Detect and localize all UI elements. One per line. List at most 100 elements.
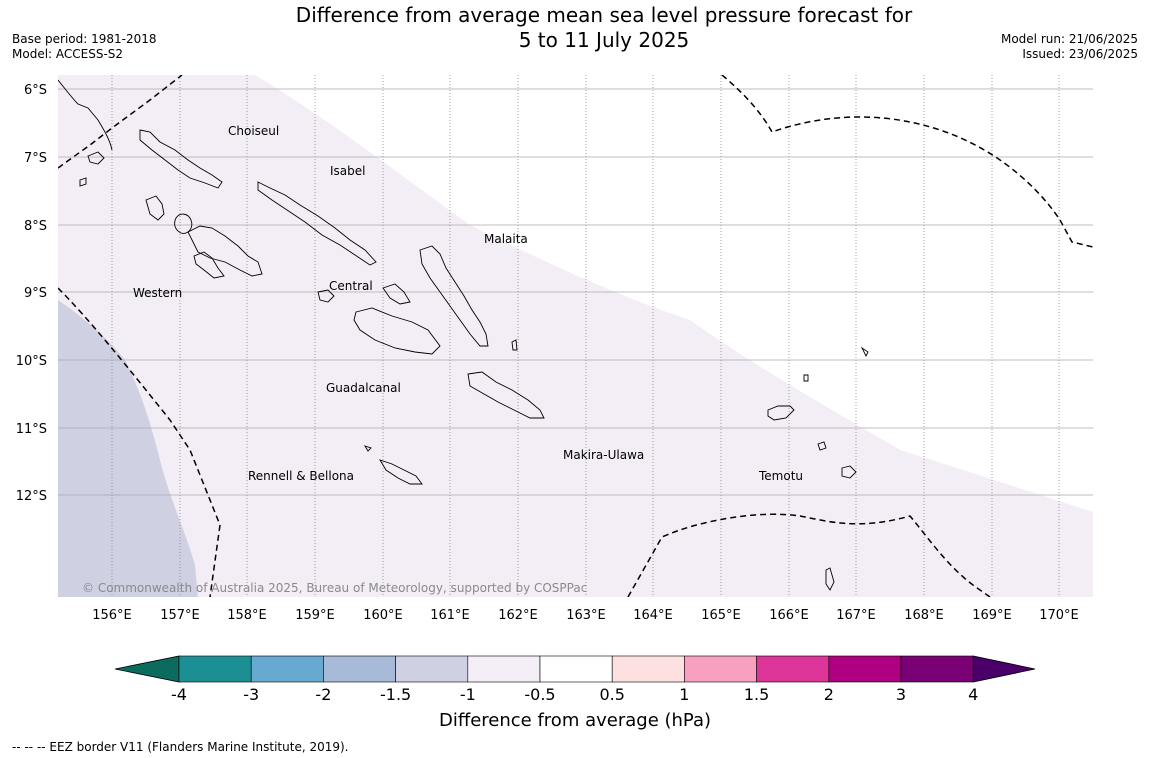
- latitude-labels: 6°S 7°S 8°S 9°S 10°S 11°S 12°S: [16, 83, 47, 504]
- island-malaita: [419, 245, 489, 347]
- lon-label-170e: 170°E: [1039, 608, 1079, 623]
- island-rendova: [193, 251, 225, 279]
- island-small-7: [363, 445, 372, 452]
- island-small-3: [825, 567, 835, 591]
- label-temotu: Temotu: [758, 469, 803, 483]
- model-run: Model run: 21/06/2025: [1000, 32, 1138, 46]
- meta-left: Base period: 1981-2018 Model: ACCESS-S2: [12, 32, 157, 62]
- meta-right: Model run: 21/06/2025 Issued: 23/06/2025: [1001, 32, 1138, 62]
- longitude-gridlines: [111, 75, 1060, 597]
- longitude-labels: 156°E 157°E 158°E 159°E 160°E 161°E 162°…: [92, 608, 1079, 623]
- colorbar-label: Difference from average (hPa): [439, 710, 711, 731]
- colorbar-cell: [900, 655, 974, 683]
- lon-label-166e: 166°E: [769, 608, 809, 623]
- island-guadalcanal: [353, 307, 441, 355]
- island-small-6: [79, 177, 87, 187]
- issued-date: Issued: 23/06/2025: [1022, 47, 1138, 61]
- title-line-1: Difference from average mean sea level p…: [295, 3, 913, 27]
- colorbar-cells: [114, 655, 1036, 683]
- base-period: Base period: 1981-2018: [12, 32, 157, 46]
- colorbar-cell: [323, 655, 396, 683]
- colorbar-tick-label: 1.5: [744, 685, 769, 704]
- title-line-2: 5 to 11 July 2025: [518, 28, 690, 52]
- colorbar-cell: [611, 655, 685, 683]
- colorbar-tick-label: 2: [824, 685, 834, 704]
- colorbar-cell: [178, 655, 252, 683]
- lat-label-10s: 10°S: [16, 354, 47, 369]
- lon-label-156e: 156°E: [92, 608, 132, 623]
- map-title: Difference from average mean sea level p…: [200, 3, 1008, 53]
- land-outlines: [58, 79, 869, 591]
- colorbar-extend-high: [972, 655, 1036, 683]
- colorbar-tick-label: -1: [460, 685, 476, 704]
- eez-border-west: [58, 287, 221, 597]
- colorbar-tick-label: 1: [679, 685, 689, 704]
- island-small-2: [511, 339, 518, 351]
- colorbar-cell: [828, 655, 902, 683]
- lat-label-7s: 7°S: [24, 151, 47, 166]
- lon-label-161e: 161°E: [430, 608, 470, 623]
- lon-label-168e: 168°E: [904, 608, 944, 623]
- lon-label-157e: 157°E: [160, 608, 200, 623]
- island-makira: [467, 371, 545, 419]
- lon-label-162e: 162°E: [498, 608, 538, 623]
- colorbar-ticks: -4 -3 -2 -1.5 -1 -0.5 0.5 1 1.5 2 3 4: [171, 685, 978, 704]
- colorbar-cell: [539, 655, 613, 683]
- eez-borders: [58, 75, 1093, 597]
- island-small-1: [817, 441, 827, 451]
- island-russell: [317, 289, 335, 303]
- island-nggela: [382, 283, 411, 305]
- lon-label-169e: 169°E: [972, 608, 1012, 623]
- colorbar-cell: [756, 655, 830, 683]
- map-area: Choiseul Isabel Malaita Western Central …: [58, 75, 1093, 597]
- label-makira-ulawa: Makira-Ulawa: [563, 448, 644, 462]
- colorbar-tick-label: 3: [896, 685, 906, 704]
- colorbar-cell: [467, 655, 541, 683]
- island-choiseul: [139, 129, 223, 189]
- eez-border-south: [627, 513, 991, 597]
- colorbar-extend-low: [114, 655, 180, 683]
- island-santa-cruz: [767, 405, 795, 421]
- label-guadalcanal: Guadalcanal: [326, 381, 401, 395]
- lon-label-165e: 165°E: [701, 608, 741, 623]
- lon-label-167e: 167°E: [836, 608, 876, 623]
- colorbar-tick-label: -1.5: [380, 685, 411, 704]
- colorbar-tick-label: -0.5: [524, 685, 555, 704]
- latitude-gridlines: [58, 88, 1093, 496]
- eez-border-northeast: [721, 75, 1093, 248]
- anomaly-band-dark: [58, 300, 198, 597]
- island-vanikoro: [841, 465, 857, 479]
- colorbar-tick-label: -3: [243, 685, 259, 704]
- label-isabel: Isabel: [330, 164, 365, 178]
- island-small-4: [803, 374, 809, 382]
- colorbar-tick-label: -4: [171, 685, 187, 704]
- lon-label-159e: 159°E: [295, 608, 335, 623]
- lon-label-164e: 164°E: [633, 608, 673, 623]
- province-labels: Choiseul Isabel Malaita Western Central …: [133, 124, 803, 483]
- island-small-5: [860, 346, 869, 358]
- anomaly-band-light: [58, 75, 1093, 597]
- lon-label-158e: 158°E: [227, 608, 267, 623]
- label-western: Western: [133, 286, 182, 300]
- island-rennell: [378, 459, 423, 485]
- colorbar: -4 -3 -2 -1.5 -1 -0.5 0.5 1 1.5 2 3 4 Difference fr…: [114, 655, 1036, 731]
- colorbar-tick-label: -2: [315, 685, 331, 704]
- label-rennell-bellona: Rennell & Bellona: [248, 469, 354, 483]
- copyright-notice: © Commonwealth of Australia 2025, Bureau…: [82, 581, 587, 595]
- colorbar-tick-label: 0.5: [599, 685, 624, 704]
- lat-label-12s: 12°S: [16, 489, 47, 504]
- label-central: Central: [329, 279, 373, 293]
- lat-label-8s: 8°S: [24, 219, 47, 234]
- colorbar-cell: [395, 655, 469, 683]
- colorbar-cell: [250, 655, 324, 683]
- island-vella: [145, 195, 165, 221]
- island-isabel: [257, 181, 377, 266]
- model-name: Model: ACCESS-S2: [12, 47, 124, 61]
- island-kolombangara: [174, 213, 193, 234]
- lon-label-163e: 163°E: [566, 608, 606, 623]
- island-bougainville-edge: [58, 79, 113, 151]
- label-choiseul: Choiseul: [228, 124, 279, 138]
- label-malaita: Malaita: [484, 232, 528, 246]
- lon-label-160e: 160°E: [363, 608, 403, 623]
